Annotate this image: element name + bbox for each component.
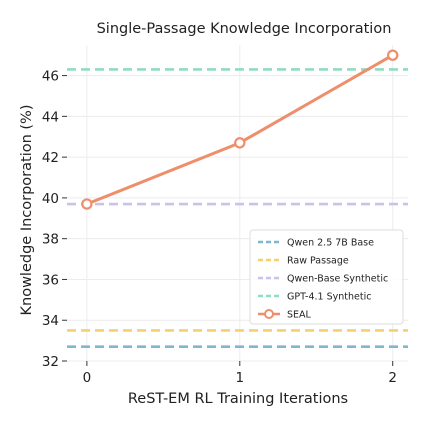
legend-box xyxy=(249,229,404,325)
legend-label: SEAL xyxy=(287,310,312,321)
x-tick-label: 0 xyxy=(83,370,92,386)
y-axis-title: Knowledge Incorporation (%) xyxy=(19,105,35,316)
legend-label: GPT-4.1 Synthetic xyxy=(287,292,371,303)
y-tick-label: 42 xyxy=(42,150,59,166)
legend: Qwen 2.5 7B Base Raw Passage Qwen-Base Syn… xyxy=(249,229,404,325)
axes: 32 34 36 38 40 42 44 46 0 1 2 xyxy=(42,69,397,386)
x-tick-label: 2 xyxy=(388,370,397,386)
legend-label: Qwen 2.5 7B Base xyxy=(287,238,374,249)
series-point xyxy=(81,198,93,210)
y-tick-label: 40 xyxy=(42,191,59,207)
series-point xyxy=(387,49,399,61)
x-axis-title: ReST-EM RL Training Iterations xyxy=(128,391,348,407)
legend-marker xyxy=(264,309,274,319)
y-tick-label: 46 xyxy=(42,69,59,85)
x-tick-label: 1 xyxy=(235,370,244,386)
legend-label: Raw Passage xyxy=(287,256,349,267)
series-group xyxy=(67,49,408,349)
y-tick-label: 44 xyxy=(42,109,59,125)
y-tick-label: 38 xyxy=(42,232,59,248)
chart-title: Single-Passage Knowledge Incorporation xyxy=(97,21,392,37)
y-tick-label: 32 xyxy=(42,354,59,370)
y-tick-label: 36 xyxy=(42,272,59,288)
y-tick-label: 34 xyxy=(42,313,59,329)
series-point xyxy=(234,137,246,149)
legend-label: Qwen-Base Synthetic xyxy=(287,274,388,285)
